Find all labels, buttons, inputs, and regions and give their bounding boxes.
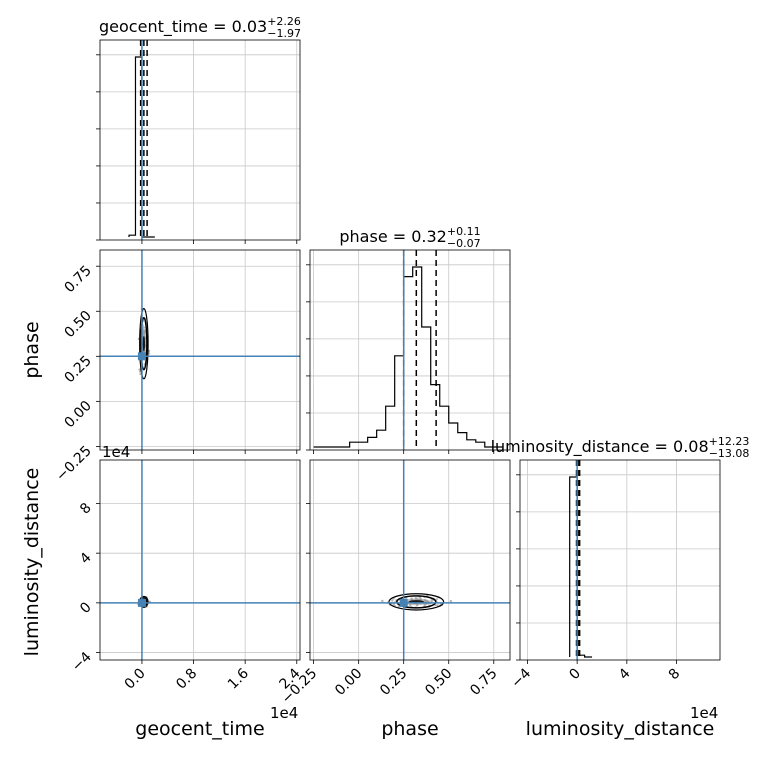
x-tick-label-geocent_time: 0.0: [122, 666, 149, 693]
sample-point: [381, 599, 384, 603]
axes-frame: [99, 249, 301, 451]
x-tick-label-geocent_time: 1.6: [225, 665, 252, 692]
title-text: luminosity_distance = 0.08: [491, 437, 709, 457]
y-tick-label-luminosity_distance: −4: [69, 649, 95, 675]
truth-marker: [399, 598, 408, 607]
contour-line: [140, 316, 148, 371]
histogram-step: [128, 56, 155, 238]
sample-point: [449, 599, 453, 603]
y-axis-label-luminosity_distance: luminosity_distance: [21, 468, 43, 657]
title-text: phase = 0.32: [339, 227, 446, 246]
axes-frame: [99, 459, 301, 661]
joint-panel-phase-luminosity_distance: [310, 460, 510, 660]
axes-frame: [309, 459, 511, 661]
axes-frame: [519, 459, 721, 661]
x-tick-label-phase: 0.25: [377, 666, 410, 699]
offset-label-luminosity_distance-x: 1e4: [690, 704, 718, 722]
contour-line: [396, 595, 437, 609]
marginal-title-luminosity_distance: luminosity_distance = 0.08+12.23 −13.08: [491, 435, 750, 460]
y-tick-label-phase: 0.50: [61, 308, 94, 341]
y-tick-label-luminosity_distance: 4: [77, 550, 95, 568]
x-tick-label-phase: 0.50: [422, 666, 455, 699]
x-tick-label-luminosity_distance: 0: [566, 666, 584, 684]
histogram-step: [569, 476, 593, 658]
title-plus: +12.23: [709, 435, 750, 448]
x-axis-label-geocent_time: geocent_time: [135, 718, 264, 740]
y-tick-label-phase: 0.75: [61, 263, 94, 296]
marginal-title-phase: phase = 0.32+0.11 −0.07: [339, 225, 480, 250]
x-tick-label-luminosity_distance: 4: [616, 665, 634, 683]
x-axis-label-phase: phase: [381, 718, 438, 740]
x-tick-label-luminosity_distance: 8: [666, 666, 684, 684]
title-plus: +2.26: [267, 15, 301, 28]
x-tick-label-geocent_time: 0.8: [173, 666, 200, 693]
truth-marker: [137, 352, 146, 361]
y-tick-label-luminosity_distance: 0: [77, 599, 95, 617]
sample-point: [391, 599, 394, 602]
marginal-title-geocent_time: geocent_time = 0.03+2.26 −1.97: [99, 15, 301, 40]
joint-panel-geocent_time-phase: [100, 250, 300, 450]
x-tick-label-phase: 0.75: [467, 666, 500, 699]
axes-frame: [99, 39, 301, 241]
axes-frame: [309, 249, 511, 451]
y-axis-label-phase: phase: [21, 321, 43, 378]
truth-marker: [137, 598, 146, 607]
title-text: geocent_time = 0.03: [99, 17, 267, 37]
offset-label-geocent_time-x: 1e4: [270, 704, 298, 722]
density-core: [142, 335, 146, 352]
marginal-panel-geocent_time: [100, 40, 300, 240]
title-minus: −13.08: [709, 447, 750, 460]
sample-point: [392, 603, 395, 606]
y-tick-label-luminosity_distance: 8: [77, 500, 95, 518]
histogram-step: [313, 266, 503, 448]
sample-point: [138, 368, 141, 371]
y-tick-label-phase: 0.00: [61, 398, 94, 431]
contour-line: [388, 593, 445, 611]
sample-point: [142, 326, 145, 330]
marginal-panel-phase: [310, 250, 510, 450]
sample-point: [435, 598, 438, 601]
y-tick-label-phase: −0.25: [53, 443, 95, 485]
joint-panel-geocent_time-luminosity_distance: [100, 460, 300, 660]
title-minus: −1.97: [267, 27, 301, 40]
y-tick-label-phase: 0.25: [61, 353, 94, 386]
x-tick-label-luminosity_distance: −4: [508, 665, 534, 691]
marginal-panel-luminosity_distance: [520, 460, 720, 660]
offset-label-luminosity_distance-y: 1e4: [102, 443, 130, 461]
title-plus: +0.11: [447, 225, 481, 238]
contour-line: [139, 307, 149, 380]
x-axis-label-luminosity_distance: luminosity_distance: [526, 718, 715, 740]
title-minus: −0.07: [447, 237, 481, 250]
x-tick-label-phase: 0.00: [332, 666, 365, 699]
